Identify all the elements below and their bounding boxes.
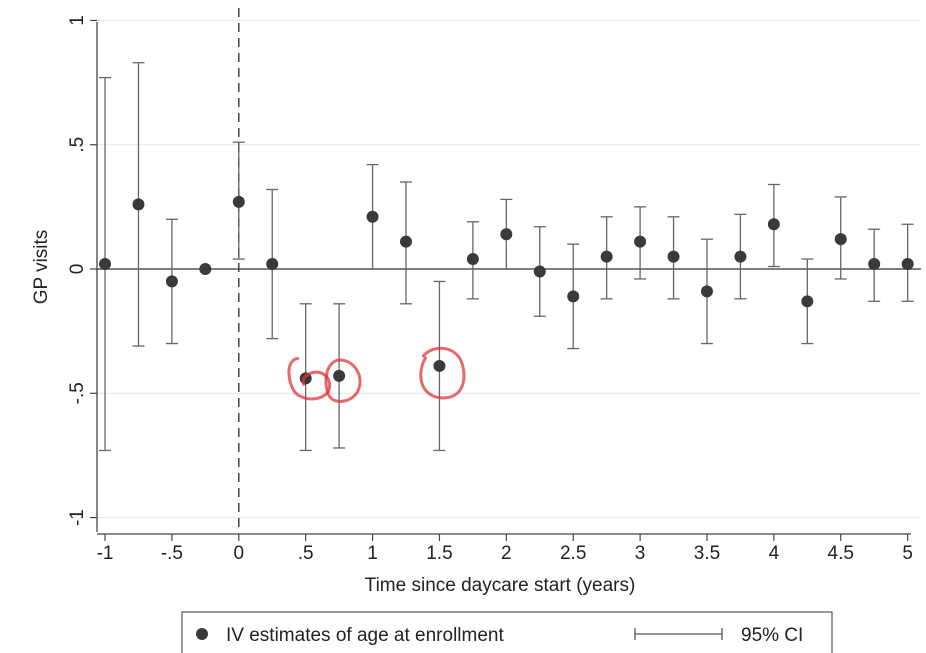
point-estimate-18 [700,285,713,298]
x-tick-label-2: 0 [234,543,245,564]
legend-box [181,611,833,653]
y-axis-ticks: -1 -.5 0 .5 1 [67,15,97,526]
point-estimate-20 [767,218,780,231]
x-tick-label-0: -1 [97,543,114,564]
point-estimate-23 [868,258,881,271]
x-tick-label-6: 2 [501,543,512,564]
x-axis-title: Time since daycare start (years) [365,575,636,596]
grid-lines [97,19,921,519]
point-estimate-14 [567,290,580,303]
hand-drawn-circle-2 [419,346,466,400]
point-estimates [99,195,914,385]
x-tick-label-8: 3 [635,543,646,564]
point-estimate-2 [165,275,178,288]
legend-label-ci: 95% CI [741,625,803,646]
point-estimate-8 [366,210,379,223]
x-tick-label-12: 5 [902,543,913,564]
point-estimate-3 [199,263,212,275]
point-estimate-12 [500,228,513,241]
point-estimate-17 [667,250,680,263]
y-axis-title: GP visits [31,230,52,305]
point-estimate-11 [466,253,479,266]
point-estimate-9 [400,235,412,248]
axes [96,22,911,535]
legend-label-estimates: IV estimates of age at enrollment [226,625,504,646]
point-estimate-24 [901,258,914,271]
hand-drawn-circle-1 [324,358,362,403]
point-estimate-4 [232,195,245,208]
hand-drawn-annotations [287,346,466,403]
x-tick-label-1: -.5 [161,543,183,564]
legend: IV estimates of age at enrollment 95% CI [181,611,833,653]
point-estimate-21 [801,295,814,308]
y-tick-label-2: 0 [67,264,88,275]
x-tick-label-5: 1.5 [426,543,452,564]
x-tick-label-10: 4 [769,543,780,564]
y-tick-label-1: -.5 [67,382,88,404]
point-estimate-22 [834,233,847,246]
point-estimate-5 [266,258,279,271]
x-axis-ticks: -1 -.5 0 .5 1 1.5 2 2.5 3 3.5 4 4.5 5 [97,534,913,564]
x-tick-label-3: .5 [298,543,314,564]
x-tick-label-11: 4.5 [828,543,854,564]
y-tick-label-0: -1 [67,509,88,526]
x-tick-label-4: 1 [367,543,378,564]
point-estimate-19 [734,250,747,263]
point-estimate-10 [433,359,446,372]
point-estimate-0 [99,258,112,271]
point-estimate-15 [600,250,613,263]
point-estimate-7 [333,369,346,382]
point-estimate-13 [533,265,546,278]
y-tick-label-3: .5 [67,137,88,153]
confidence-intervals [99,62,914,452]
point-estimate-16 [634,235,647,248]
x-tick-label-7: 2.5 [560,543,586,564]
point-estimate-1 [132,198,145,211]
legend-dot-marker [196,628,208,640]
y-tick-label-4: 1 [67,15,88,26]
x-tick-label-9: 3.5 [694,543,720,564]
